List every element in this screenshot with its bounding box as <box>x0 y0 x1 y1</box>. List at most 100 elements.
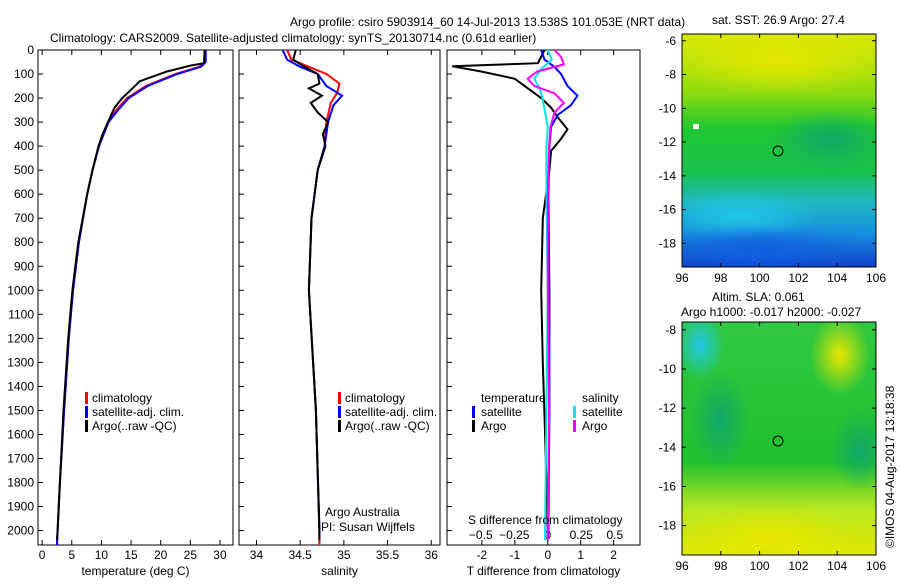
y-tick-label: 1600 <box>7 427 34 441</box>
sla-map: Altim. SLA: 0.061 Argo h1000: -0.017 h20… <box>659 290 887 573</box>
temperature-legend: climatology satellite-adj. clim. Argo(..… <box>85 391 184 433</box>
legend-swatch-satellite <box>85 406 88 418</box>
y-tick-label: 800 <box>14 235 34 249</box>
legend-label: Argo(..raw -QC) <box>92 419 177 433</box>
y-tick-label: 0 <box>27 43 34 57</box>
x-axis-label: salinity <box>321 564 358 578</box>
legend-swatch-s-argo <box>573 420 576 432</box>
x-axis-label: T difference from climatology <box>467 564 621 578</box>
plot-frame <box>37 49 234 546</box>
series-line-climatology <box>56 50 207 546</box>
legend-swatch-argo <box>85 420 88 432</box>
y-tick-label: 200 <box>14 91 34 105</box>
x-tick-label: 25 <box>184 548 198 562</box>
y-tick-label: 1400 <box>7 379 34 393</box>
series-line-argo-raw-qc- <box>56 49 206 541</box>
series-line-climatology <box>286 49 341 545</box>
figure-title-line1: Argo profile: csiro 5903914_60 14-Jul-20… <box>290 15 685 29</box>
lat-tick-label: -18 <box>659 519 677 533</box>
legend-swatch-argo <box>338 420 341 432</box>
lon-tick-label: 98 <box>714 559 728 573</box>
lat-tick-label: -8 <box>665 323 676 337</box>
lon-tick-label: 96 <box>675 271 689 285</box>
x-tick-label: -2 <box>477 548 488 562</box>
x-tick-label: 36 <box>425 548 439 562</box>
x-tick-label: 34.5 <box>288 548 312 562</box>
s-tick-label: 0.5 <box>606 528 623 542</box>
x-tick-label: 10 <box>95 548 109 562</box>
lat-tick-label: -16 <box>659 479 677 493</box>
y-tick-label: 700 <box>14 211 34 225</box>
legend-label: climatology <box>345 391 405 405</box>
sla-map-title: Altim. SLA: 0.061 <box>712 290 805 304</box>
series-line-salinity-argo <box>526 49 566 541</box>
lat-tick-label: -16 <box>659 203 677 217</box>
x-tick-label: 35 <box>337 548 351 562</box>
y-tick-label: 1700 <box>7 451 34 465</box>
y-tick-label: 600 <box>14 187 34 201</box>
sla-map-subtitle: Argo h1000: -0.017 h2000: -0.027 <box>681 305 861 319</box>
y-tick-label: 100 <box>14 67 34 81</box>
legend-label: satellite <box>582 405 623 419</box>
y-tick-label: 1300 <box>7 355 34 369</box>
legend-title-salinity: salinity <box>582 391 619 405</box>
s-tick-label: 0.25 <box>570 528 594 542</box>
lat-tick-label: -12 <box>659 135 677 149</box>
lat-tick-label: -18 <box>659 236 677 250</box>
lat-tick-label: -14 <box>659 169 677 183</box>
x-tick-label: 1 <box>577 548 584 562</box>
x-tick-label: 2 <box>610 548 617 562</box>
legend-label: satellite <box>481 405 522 419</box>
plot-frame <box>446 49 641 546</box>
legend-label: climatology <box>92 391 152 405</box>
legend-label: Argo <box>481 419 507 433</box>
series-line-satellite-adj-clim- <box>56 50 207 546</box>
lon-tick-label: 104 <box>827 559 847 573</box>
legend-swatch-climatology <box>338 392 341 404</box>
lat-tick-label: -10 <box>659 362 677 376</box>
lon-tick-label: 104 <box>827 271 847 285</box>
profile-location-marker <box>772 435 784 447</box>
lon-tick-label: 102 <box>788 271 808 285</box>
sst-map-frame <box>681 33 877 268</box>
legend-swatch-t-satellite <box>472 406 475 418</box>
lon-tick-label: 106 <box>866 271 886 285</box>
legend-swatch-s-satellite <box>573 406 576 418</box>
salinity-panel: 34 34.5 35 35.5 36 salinity <box>238 49 441 578</box>
x-tick-label: 0 <box>544 548 551 562</box>
x-tick-label: 34 <box>250 548 264 562</box>
legend-label: satellite-adj. clim. <box>345 405 437 419</box>
lon-tick-label: 100 <box>750 271 770 285</box>
lon-tick-label: 106 <box>866 559 886 573</box>
y-tick-label: 1200 <box>7 331 34 345</box>
x-tick-label: 0 <box>39 548 46 562</box>
s-tick-label: −0.25 <box>499 528 530 542</box>
lat-tick-label: -14 <box>659 440 677 454</box>
profile-location-marker <box>772 145 784 157</box>
legend-swatch-satellite <box>338 406 341 418</box>
x-tick-label: 20 <box>154 548 168 562</box>
x-axis-label: temperature (deg C) <box>81 564 189 578</box>
y-tick-label: 900 <box>14 259 34 273</box>
figure-title-line2: Climatology: CARS2009. Satellite-adjuste… <box>50 31 536 45</box>
lat-tick-label: -8 <box>665 68 676 82</box>
lon-tick-label: 100 <box>750 559 770 573</box>
y-tick-label: 1100 <box>8 307 34 321</box>
sst-map-title: sat. SST: 26.9 Argo: 27.4 <box>712 13 845 27</box>
x-tick-label: 5 <box>68 548 75 562</box>
y-tick-label: 2000 <box>7 524 34 538</box>
y-tick-label: 1900 <box>7 500 34 514</box>
annotation-institution: Argo Australia <box>325 505 400 519</box>
lon-tick-label: 98 <box>714 271 728 285</box>
series-line-temperature-argo <box>452 49 569 541</box>
lon-tick-label: 102 <box>788 559 808 573</box>
legend-title-temperature: temperature <box>481 391 546 405</box>
y-tick-label: 1500 <box>7 403 34 417</box>
y-tick-label: 1800 <box>7 476 34 490</box>
legend-swatch-t-argo <box>472 420 475 432</box>
annotation-pi: PI: Susan Wijffels <box>321 520 415 534</box>
salinity-legend: climatology satellite-adj. clim. Argo(..… <box>321 391 437 534</box>
legend-label: satellite-adj. clim. <box>92 405 184 419</box>
